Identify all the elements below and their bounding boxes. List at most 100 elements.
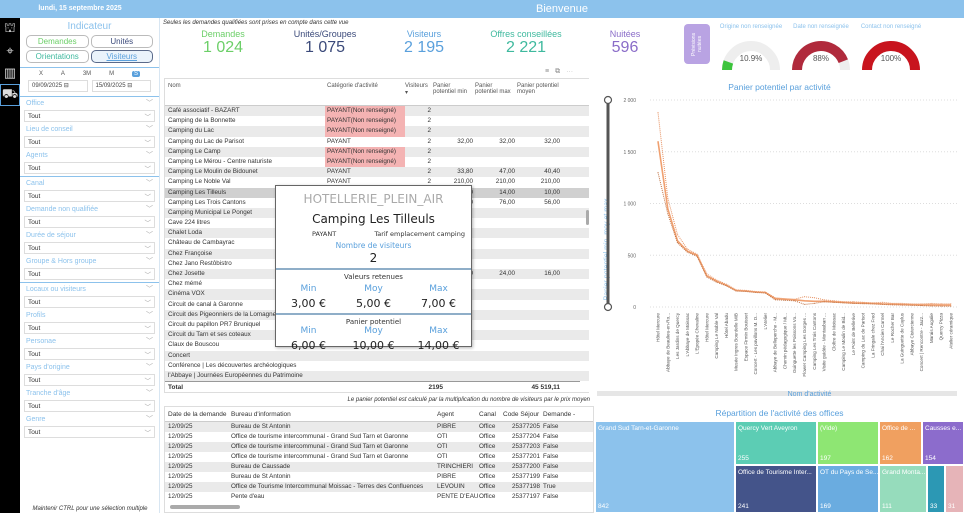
treemap-tile[interactable]: OT du Pays de Se... 169 — [817, 465, 879, 513]
treemap-tile[interactable]: Quercy Vert Aveyron 255 — [735, 421, 817, 465]
table-row[interactable]: Camping de la Bonnette PAYANT(Non rensei… — [165, 116, 589, 127]
slicer-label[interactable]: Pays d'origine ﹀ — [24, 362, 155, 373]
table-row[interactable]: Chez Jano Restôbistro — [165, 259, 589, 269]
chart-horizontal-scrollbar[interactable] — [597, 391, 957, 396]
treemap-tile[interactable]: 33 — [927, 465, 945, 513]
data-point[interactable] — [862, 303, 864, 305]
table-row[interactable]: 12/09/25 Office de tourisme intercommunal… — [165, 452, 593, 462]
data-point[interactable] — [735, 290, 737, 292]
table-row[interactable]: l'Abbaye | Journées Européennes du Patri… — [165, 370, 589, 382]
indicator-unites-button[interactable]: Unités — [90, 35, 153, 48]
table-row[interactable]: Cave 224 litres — [165, 218, 589, 228]
treemap-tile[interactable]: Office de Tourisme Inter... 241 — [735, 465, 817, 513]
data-point[interactable] — [921, 303, 923, 305]
data-point[interactable] — [677, 240, 678, 242]
col-bureau[interactable]: Bureau d'information — [231, 411, 291, 418]
data-point[interactable] — [892, 303, 893, 305]
data-point[interactable] — [774, 298, 776, 300]
data-point[interactable] — [931, 304, 932, 306]
col-canal[interactable]: Canal — [479, 411, 496, 418]
data-point[interactable] — [901, 304, 903, 306]
table-row[interactable]: Camping Le Camp PAYANT(Non renseigné) 2 — [165, 146, 589, 157]
data-point[interactable] — [823, 301, 825, 303]
data-point[interactable] — [716, 281, 717, 283]
table-row[interactable]: Concert — [165, 350, 589, 361]
data-point[interactable] — [667, 197, 669, 199]
data-point[interactable] — [950, 304, 952, 306]
slicer-dropdown[interactable]: Tout ﹀ — [24, 216, 155, 228]
map-pin-icon[interactable]: ⌖ — [6, 43, 14, 58]
data-point[interactable] — [765, 292, 766, 294]
data-point[interactable] — [921, 304, 923, 306]
table-row[interactable]: Camping Le Mérou - Centre naturiste PAYA… — [165, 156, 589, 168]
slicer-label[interactable]: Locaux ou visiteurs ﹀ — [24, 284, 155, 295]
horizontal-scrollbar[interactable] — [170, 505, 240, 509]
data-point[interactable] — [813, 302, 815, 304]
data-point[interactable] — [940, 303, 942, 305]
data-point[interactable] — [755, 292, 757, 293]
slicer-dropdown[interactable]: Tout ﹀ — [24, 374, 155, 386]
table-row[interactable]: Conférence | Les découvertes archéologiq… — [165, 361, 589, 371]
data-point[interactable] — [940, 304, 942, 306]
data-point[interactable] — [804, 304, 805, 305]
table-row[interactable]: Camping du Lac PAYANT(Non renseigné) 2 — [165, 126, 589, 137]
col-code-sejour[interactable]: Code Séjour — [503, 411, 540, 418]
data-point[interactable] — [794, 299, 796, 301]
data-point[interactable] — [931, 305, 932, 307]
slicer-label[interactable]: Lieu de conseil ﹀ — [24, 124, 155, 135]
slicer-label[interactable]: Agents ﹀ — [24, 150, 155, 161]
slicer-label[interactable]: Demande non qualifiée ﹀ — [24, 204, 155, 215]
cinema-icon[interactable]: ⛫ — [4, 20, 16, 35]
col-panier-max[interactable]: Panier potentiel max — [475, 83, 511, 95]
table-row[interactable]: Circuit de canal à Garonne — [165, 300, 589, 310]
table-row[interactable]: 12/09/25 Office de Tourisme Intercommunal… — [165, 482, 593, 492]
data-point[interactable] — [921, 305, 923, 306]
data-point[interactable] — [657, 172, 659, 173]
previsions-nuitees-button[interactable]: Prévisions nuitées — [684, 24, 710, 64]
indicator-orientations-button[interactable]: Orientations — [26, 50, 89, 63]
col-panier-moyen[interactable]: Panier potentiel moyen — [517, 83, 559, 95]
col-panier-min[interactable]: Panier potentiel min — [433, 83, 468, 95]
data-point[interactable] — [774, 299, 776, 301]
slicer-dropdown[interactable]: Tout ﹀ — [24, 426, 155, 438]
data-point[interactable] — [813, 297, 815, 299]
data-point[interactable] — [725, 285, 727, 287]
col-agent[interactable]: Agent — [437, 411, 454, 418]
treemap-tile[interactable]: Causses e... 154 — [922, 421, 964, 465]
slicer-label[interactable]: Office ﹀ — [24, 98, 155, 109]
table-row[interactable]: Camping du Lac de Parisot PAYANT 2 32,00… — [165, 137, 589, 147]
slicer-label[interactable]: Tranche d'âge ﹀ — [24, 388, 155, 399]
slicer-dropdown[interactable]: Tout ﹀ — [24, 162, 155, 174]
building-icon[interactable]: ▥ — [3, 65, 17, 80]
filter-icon[interactable]: ≡ — [545, 68, 556, 75]
period-a[interactable]: A — [60, 71, 65, 77]
data-point[interactable] — [882, 304, 884, 305]
date-to-input[interactable]: 15/09/2025 ⊟ — [91, 80, 151, 92]
data-point[interactable] — [950, 305, 952, 307]
table-row[interactable]: Circuit du papillon PR7 Bruniquel — [165, 320, 589, 330]
data-point[interactable] — [931, 302, 932, 304]
data-point[interactable] — [852, 302, 854, 304]
period-x[interactable]: X — [38, 71, 43, 77]
data-point[interactable] — [696, 254, 698, 256]
data-point[interactable] — [804, 296, 805, 298]
data-point[interactable] — [686, 248, 688, 250]
period-s[interactable]: S — [132, 71, 141, 77]
data-point[interactable] — [686, 250, 688, 252]
slicer-dropdown[interactable]: Tout ﹀ — [24, 268, 155, 280]
table-row[interactable]: Claux de Bouscou — [165, 340, 589, 350]
data-point[interactable] — [823, 299, 825, 301]
data-point[interactable] — [852, 301, 854, 303]
data-point[interactable] — [843, 302, 844, 304]
slicer-label[interactable]: Personae ﹀ — [24, 336, 155, 347]
table-row[interactable]: Château de Cambayrac — [165, 238, 589, 248]
period-3m[interactable]: 3M — [82, 71, 92, 77]
date-from-input[interactable]: 09/09/2025 ⊟ — [28, 80, 88, 92]
slicer-dropdown[interactable]: Tout ﹀ — [24, 136, 155, 148]
table-row[interactable]: 12/09/25 Bureau de St Antonin PIBRE Office 2… — [165, 472, 593, 482]
data-point[interactable] — [833, 301, 835, 303]
data-point[interactable] — [804, 300, 805, 302]
treemap-tile[interactable]: Grand Sud Tarn-et-Garonne 842 — [595, 421, 735, 513]
data-point[interactable] — [716, 280, 717, 282]
data-point[interactable] — [657, 112, 659, 113]
